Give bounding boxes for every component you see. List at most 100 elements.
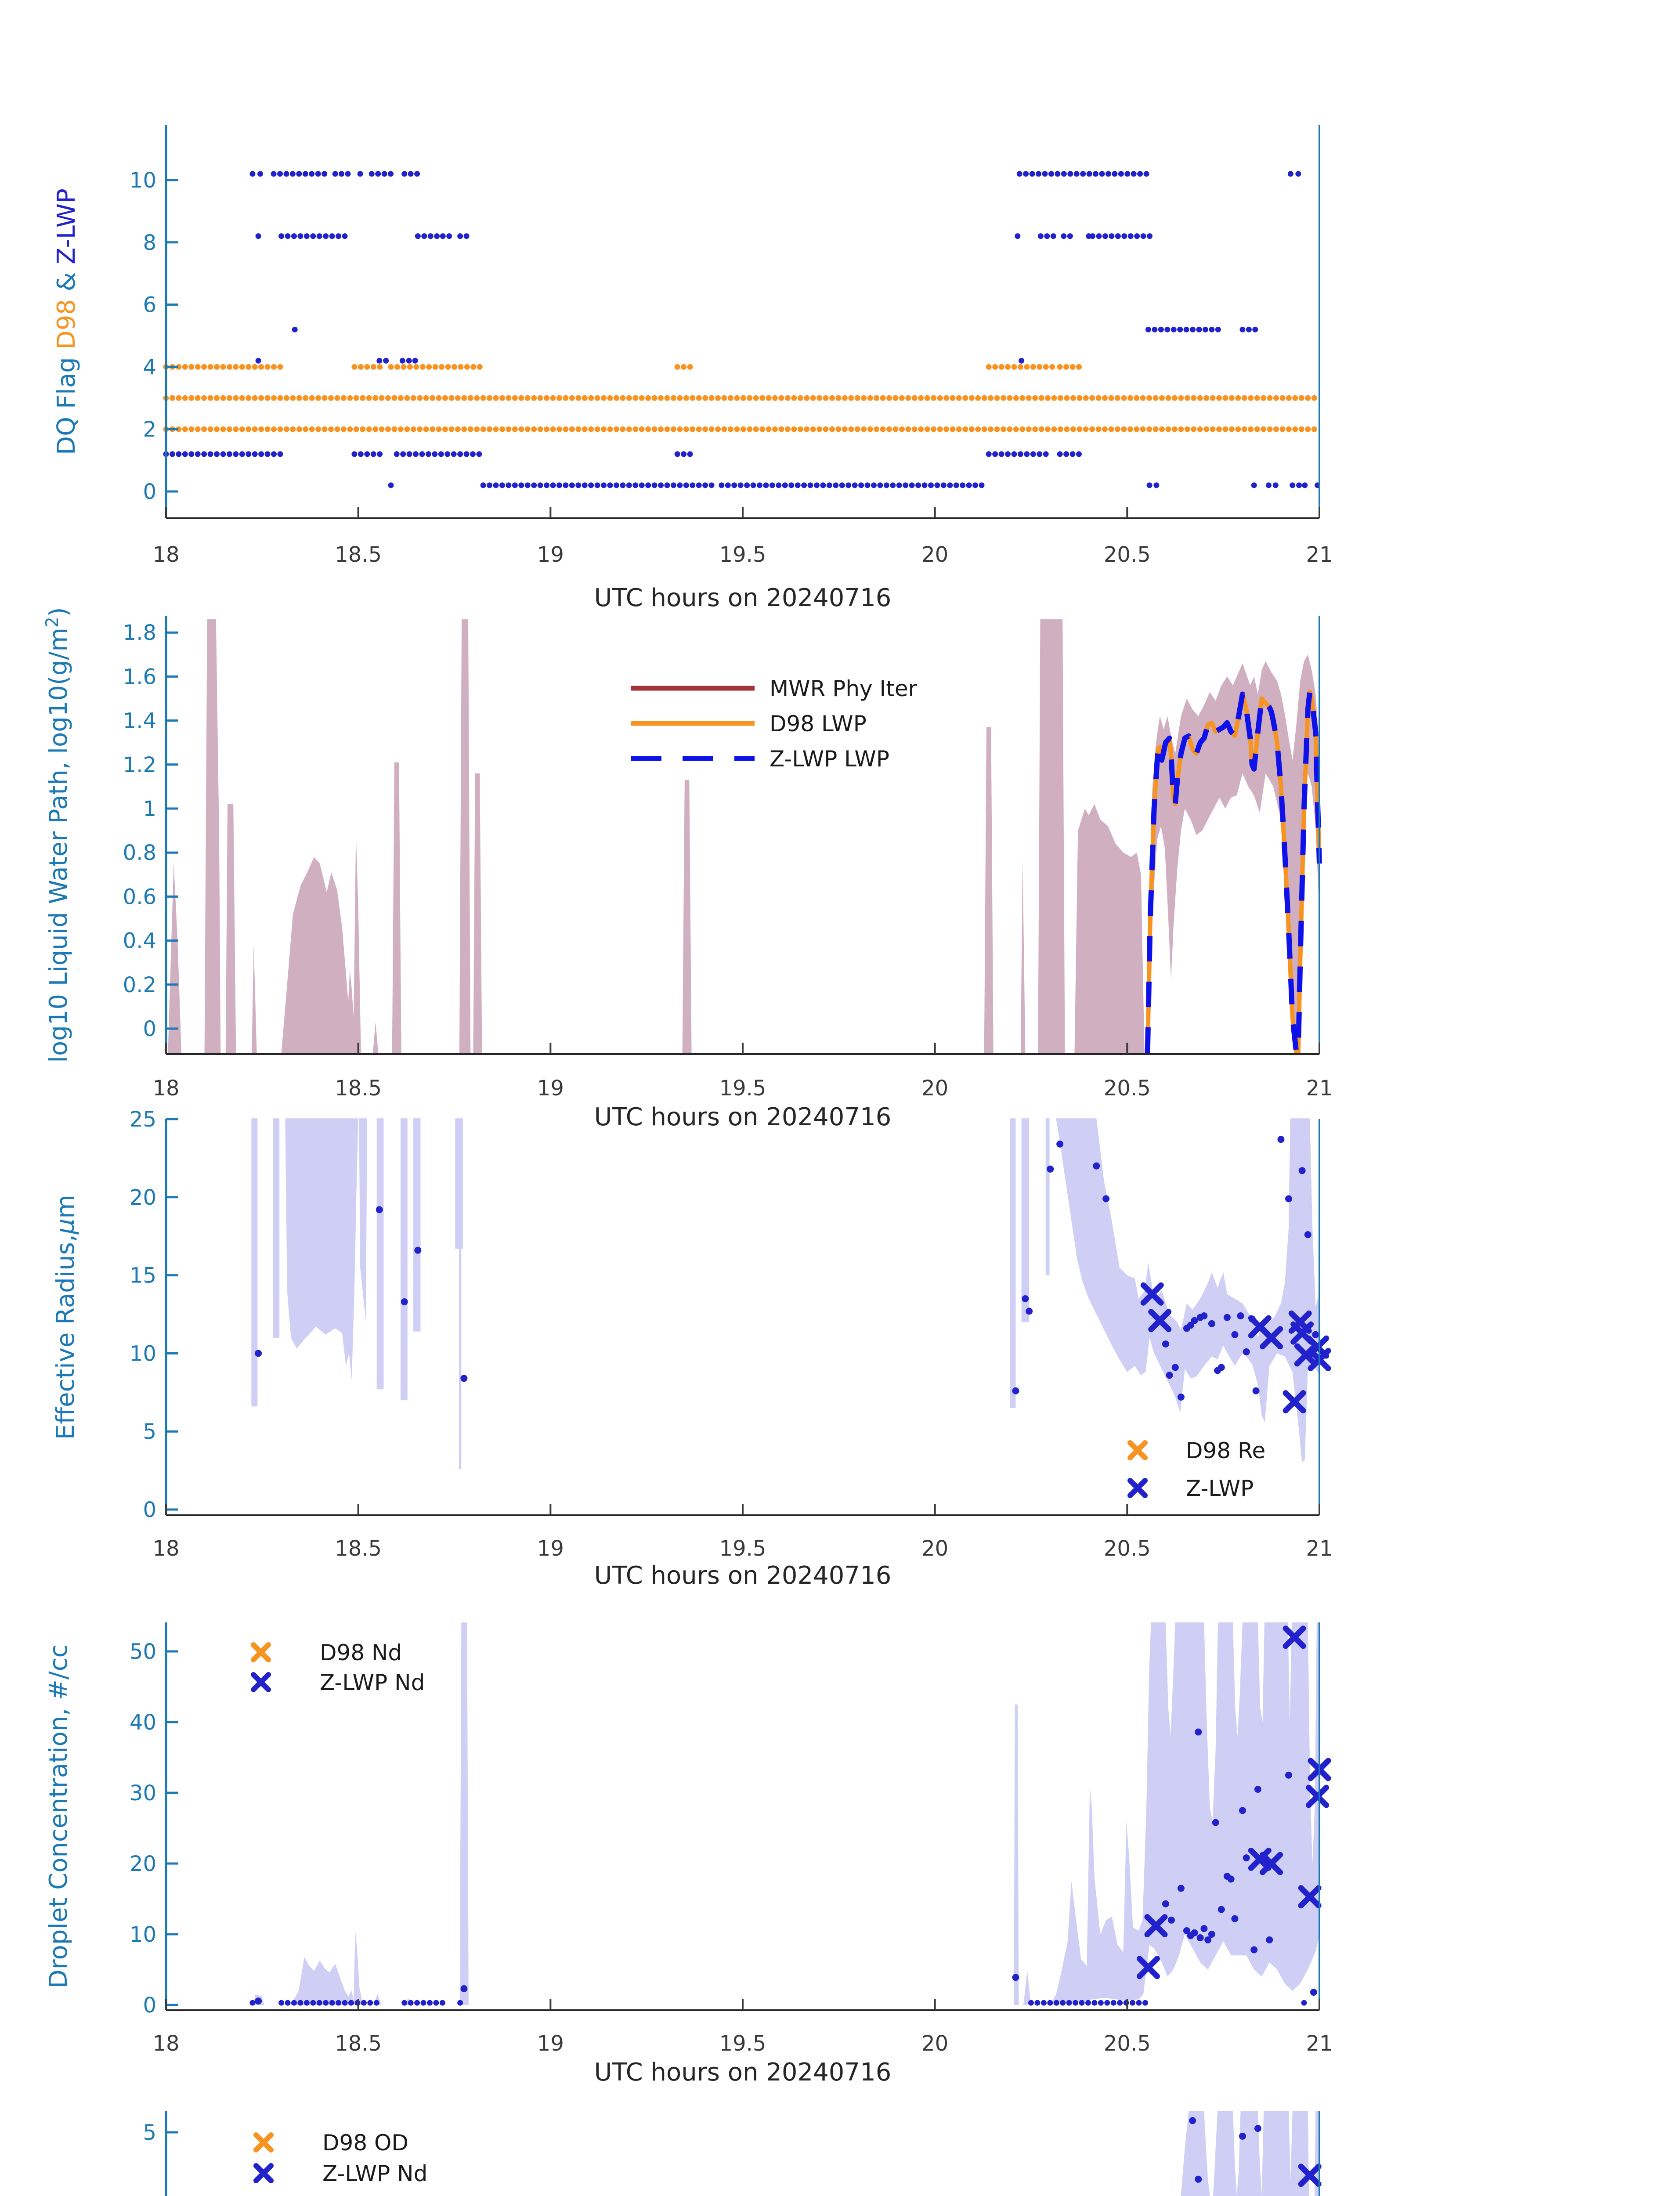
data-dot [687,364,693,370]
data-dot [842,426,848,432]
data-dot [632,426,639,432]
data-dot [358,451,364,457]
data-dot [1073,171,1080,177]
data-dot [1044,233,1050,239]
data-dot [909,482,915,488]
data-dot [1184,395,1190,401]
data-dot [1019,426,1026,432]
y-tick-label: 8 [143,231,156,255]
dot-row [163,395,1317,401]
data-dot [835,395,842,401]
data-dot [1070,426,1076,432]
data-dot [201,364,207,370]
data-dot [1000,426,1006,432]
data-dot [182,426,188,432]
data-dot [1099,171,1105,177]
data-dot [1137,171,1143,177]
data-dot [569,426,575,432]
data-dot [487,482,493,488]
data-dot [687,451,693,457]
data-dot [708,395,715,401]
data-dot [1165,426,1171,432]
data-dot [1022,1295,1029,1302]
data-dot [788,482,795,488]
data-dot [795,482,801,488]
data-dot [582,395,588,401]
data-dot [1311,395,1317,401]
data-dot [639,482,645,488]
data-dot [664,426,670,432]
data-dot [1019,395,1026,401]
data-dot [905,395,911,401]
uncertainty-band [285,1930,363,2005]
data-dot [975,395,981,401]
data-dot [476,451,482,457]
data-dot [1195,1728,1202,1736]
data-dot [1024,364,1030,370]
data-dot [452,364,457,370]
data-dot [601,395,607,401]
data-dot [1196,1934,1204,1942]
data-dot [1254,1785,1261,1793]
data-dot [207,451,213,457]
data-dot [757,482,763,488]
data-dot [436,395,442,401]
data-dot [658,426,664,432]
data-dot [1183,1927,1191,1934]
data-dot [903,482,909,488]
data-dot [1067,233,1073,239]
data-dot [332,171,338,177]
data-dot [921,482,928,488]
data-dot [264,426,271,432]
data-dot [524,482,531,488]
data-dot [345,171,351,177]
y-tick-label: 10 [130,168,156,193]
x-tick-label: 19 [537,1076,564,1101]
data-dot [734,426,740,432]
data-dot [1131,171,1137,177]
data-dot [848,395,854,401]
data-dot [890,482,896,488]
uncertainty-band [204,619,221,1053]
data-dot [1069,451,1076,457]
data-dot [1089,395,1095,401]
data-dot [867,395,873,401]
data-dot [563,395,569,401]
data-dot [258,426,264,432]
data-dot [391,426,397,432]
data-dot [744,482,750,488]
data-dot [290,426,296,432]
data-dot [414,171,420,177]
y-tick-label: 40 [130,1710,156,1735]
data-dot [394,364,401,370]
uncertainty-band [376,1118,384,1390]
data-dot [246,426,252,432]
data-dot [1304,1231,1311,1239]
uncertainty-band [413,1118,421,1332]
data-dot [1231,1915,1239,1922]
data-dot [369,171,375,177]
data-dot [182,364,188,370]
data-dot [506,426,512,432]
data-dot [1252,326,1258,332]
data-dot [975,426,981,432]
data-dot [1298,1167,1306,1174]
data-dot [1261,426,1267,432]
data-x-marker [1140,1282,1164,1306]
data-dot [994,395,1000,401]
data-dot [334,426,340,432]
data-dot [791,426,797,432]
data-dot [421,233,427,239]
data-dot [883,482,889,488]
data-dot [588,426,594,432]
data-dot [264,395,271,401]
data-dot [1285,1771,1292,1779]
data-dot [1037,451,1043,457]
y-tick-label: 1.2 [123,753,156,777]
data-dot [1292,426,1298,432]
data-dot [1064,426,1070,432]
data-dot [867,426,873,432]
data-dot [721,395,727,401]
data-dot [1146,482,1153,488]
data-dot [826,482,832,488]
